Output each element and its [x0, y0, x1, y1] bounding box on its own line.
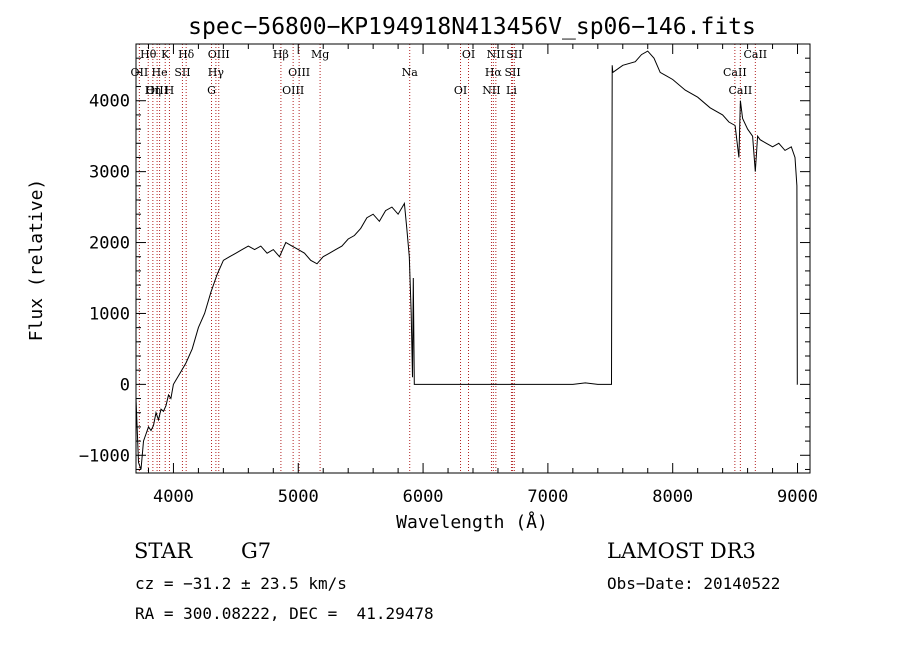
spectral-line-label: CaII [729, 84, 753, 97]
spectral-line-label: NII [487, 48, 505, 61]
y-tick-label: 3000 [89, 163, 130, 183]
spectral-line-markers [138, 44, 756, 473]
x-tick-label: 7000 [527, 487, 568, 507]
y-axis-ticks: −1000 0 1000 2000 3000 4000 [79, 43, 810, 470]
spectral-line-label: OIII [146, 84, 168, 97]
object-subclass: G7 [241, 539, 272, 563]
spectral-line-label: Hη [145, 84, 161, 97]
y-tick-label: 4000 [89, 92, 130, 112]
object-class: STAR [134, 539, 193, 563]
spectral-line-label: Hδ [178, 48, 195, 61]
x-tick-label: 4000 [153, 487, 194, 507]
spectral-line-label: CaII [723, 66, 747, 79]
spectral-line-label: CaII [743, 48, 767, 61]
spectral-line-label: Hθ [140, 48, 157, 61]
chart-title: spec−56800−KP194918N413456V_sp06−146.fit… [188, 14, 756, 40]
spectral-line-label: Li [506, 84, 517, 97]
spectral-line-label: OI [454, 84, 467, 97]
spectral-line-labels: HθOIIOIIIKHeHηHδSIIHOIIIHγGHβOIIIOIIIMgN… [131, 48, 768, 97]
x-axis-label: Wavelength (Å) [396, 511, 548, 533]
spectral-line-label: K [161, 48, 170, 61]
y-tick-label: −1000 [79, 446, 130, 466]
spectral-line-label: OIII [282, 84, 304, 97]
plot-frame [135, 43, 811, 474]
spectral-line-label: SII [504, 66, 520, 79]
y-axis-label: Flux (relative) [26, 179, 47, 342]
x-tick-label: 8000 [652, 487, 693, 507]
spectral-line-label: G [207, 84, 216, 97]
spectral-line-label: OI [462, 48, 475, 61]
redshift-readout: cz = −31.2 ± 23.5 km/s [135, 574, 347, 593]
spectral-line-label: SII [174, 66, 190, 79]
spectral-line-label: Hβ [273, 48, 289, 61]
spectral-line-label: Na [402, 66, 419, 79]
survey-name: LAMOST DR3 [607, 539, 756, 563]
spectral-line-label: OIII [288, 66, 310, 79]
y-tick-label: 2000 [89, 234, 130, 254]
spectral-line-label: Mg [311, 48, 329, 61]
x-tick-label: 9000 [777, 487, 818, 507]
spectral-line-label: He [152, 66, 168, 79]
spectral-line-label: OIII [208, 48, 230, 61]
coordinates: RA = 300.08222, DEC = 41.29478 [135, 604, 434, 623]
flux-series-line [135, 50, 798, 470]
y-tick-label: 1000 [89, 304, 130, 324]
spectral-line-label: Hγ [208, 66, 225, 79]
spectral-line-label: Hα [485, 66, 503, 79]
x-axis-ticks: 4000 5000 6000 7000 8000 9000 [147, 44, 818, 507]
spectral-line-label: SII [506, 48, 522, 61]
x-tick-label: 6000 [403, 487, 444, 507]
spectral-line-label: H [165, 84, 175, 97]
x-tick-label: 5000 [278, 487, 319, 507]
spectral-line-label: NII [482, 84, 500, 97]
y-tick-label: 0 [120, 375, 130, 395]
obs-date: Obs−Date: 20140522 [607, 574, 781, 593]
